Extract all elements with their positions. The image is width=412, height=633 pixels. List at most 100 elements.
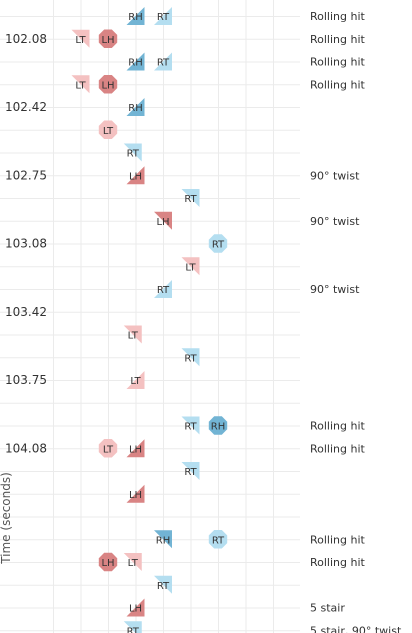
mark-rt: RT	[123, 143, 142, 162]
mark-rt: RT	[154, 575, 172, 594]
marks: RH RT LT LH RH RT LT LH RH LT RT LH RT LH RT LT RT LT RT LT…	[71, 7, 228, 633]
mark-lt: LT	[123, 325, 142, 344]
mark-label: LT	[75, 35, 86, 46]
mark-label: LH	[101, 558, 114, 569]
triangle-marker	[123, 143, 142, 162]
y-tick-label: 104.08	[5, 441, 47, 455]
mark-label: RH	[128, 103, 142, 114]
triangle-marker	[123, 553, 142, 571]
mark-label: RH	[128, 58, 142, 69]
triangle-marker	[126, 371, 145, 389]
annotation: Rolling hit	[310, 420, 366, 433]
mark-label: LH	[101, 80, 114, 91]
mark-rh: RH	[126, 7, 145, 25]
mark-label: LH	[156, 217, 169, 228]
mark-lt: LT	[123, 553, 142, 571]
annotation: 90° twist	[310, 215, 360, 228]
mark-label: LT	[75, 80, 86, 91]
mark-label: RH	[211, 422, 225, 433]
mark-rt: RT	[181, 462, 200, 480]
mark-rt: RT	[123, 621, 142, 633]
triangle-marker	[154, 211, 172, 230]
triangle-marker	[181, 257, 200, 276]
mark-lh: LH	[98, 552, 118, 572]
triangle-marker	[126, 439, 145, 458]
mark-label: LT	[130, 376, 141, 387]
mark-lt: LT	[71, 75, 90, 94]
mark-lh: LH	[126, 166, 145, 185]
mark-rt: RT	[208, 530, 228, 549]
annotation: 5 stair, 90° twist	[310, 624, 402, 633]
annotation: Rolling hit	[310, 78, 366, 91]
y-tick-label: 102.75	[5, 168, 47, 182]
octagon-marker	[208, 416, 228, 435]
mark-lh: LH	[126, 598, 145, 617]
octagon-marker	[98, 120, 118, 139]
triangle-marker	[181, 189, 200, 207]
triangle-marker	[126, 484, 145, 503]
octagon-marker	[98, 75, 118, 94]
triangle-marker	[154, 575, 172, 594]
octagon-marker	[208, 530, 228, 549]
mark-lt: LT	[98, 120, 118, 139]
triangle-marker	[154, 530, 172, 549]
mark-label: RT	[212, 535, 225, 546]
y-tick-label: 102.42	[5, 100, 47, 114]
mark-label: LT	[128, 558, 139, 569]
mark-rt: RT	[154, 7, 172, 25]
triangle-marker	[181, 462, 200, 480]
mark-lt: LT	[126, 371, 145, 389]
triangle-marker	[154, 7, 172, 25]
triangle-marker	[126, 52, 145, 71]
mark-rh: RH	[208, 416, 228, 435]
mark-label: RT	[184, 194, 197, 205]
mark-rt: RT	[208, 234, 228, 253]
mark-label: RT	[157, 12, 170, 23]
mark-label: LT	[128, 331, 139, 342]
mark-rt: RT	[181, 348, 200, 367]
y-axis-label: Time (seconds)	[0, 472, 13, 565]
triangle-marker	[154, 280, 172, 298]
mark-rt: RT	[181, 416, 200, 435]
mark-rh: RH	[154, 530, 172, 549]
mark-label: LH	[129, 604, 142, 615]
mark-label: RT	[157, 58, 170, 69]
mark-label: RT	[127, 149, 140, 160]
triangle-marker	[123, 621, 142, 633]
annotation: Rolling hit	[310, 556, 366, 569]
mark-label: LT	[103, 444, 114, 455]
mark-rt: RT	[181, 189, 200, 207]
mark-label: LH	[129, 444, 142, 455]
mark-lh: LH	[126, 484, 145, 503]
triangle-marker	[123, 325, 142, 344]
triangle-marker	[181, 416, 200, 435]
mark-lt: LT	[98, 439, 118, 458]
annotation: 90° twist	[310, 169, 360, 182]
mark-label: RH	[156, 535, 170, 546]
triangle-marker	[181, 348, 200, 367]
annotation: 90° twist	[310, 283, 360, 296]
annotation: Rolling hit	[310, 533, 366, 546]
mark-lh: LH	[98, 29, 118, 48]
mark-label: RT	[127, 626, 140, 633]
mark-rt: RT	[154, 280, 172, 298]
mark-label: RT	[184, 467, 197, 478]
mark-label: RT	[157, 581, 170, 592]
y-tick-label: 103.08	[5, 237, 47, 251]
mark-lh: LH	[126, 439, 145, 458]
octagon-marker	[98, 552, 118, 572]
triangle-marker	[71, 29, 90, 48]
mark-rh: RH	[126, 52, 145, 71]
y-tick-label: 102.08	[5, 32, 47, 46]
annotation: Rolling hit	[310, 56, 366, 69]
mark-label: LH	[129, 490, 142, 501]
triangle-marker	[71, 75, 90, 94]
triangle-marker	[126, 7, 145, 25]
y-tick-label: 103.42	[5, 305, 47, 319]
triangle-marker	[126, 598, 145, 617]
mark-lh: LH	[98, 75, 118, 94]
mark-label: RH	[128, 12, 142, 23]
annotation: Rolling hit	[310, 10, 366, 23]
annotation: Rolling hit	[310, 442, 366, 455]
